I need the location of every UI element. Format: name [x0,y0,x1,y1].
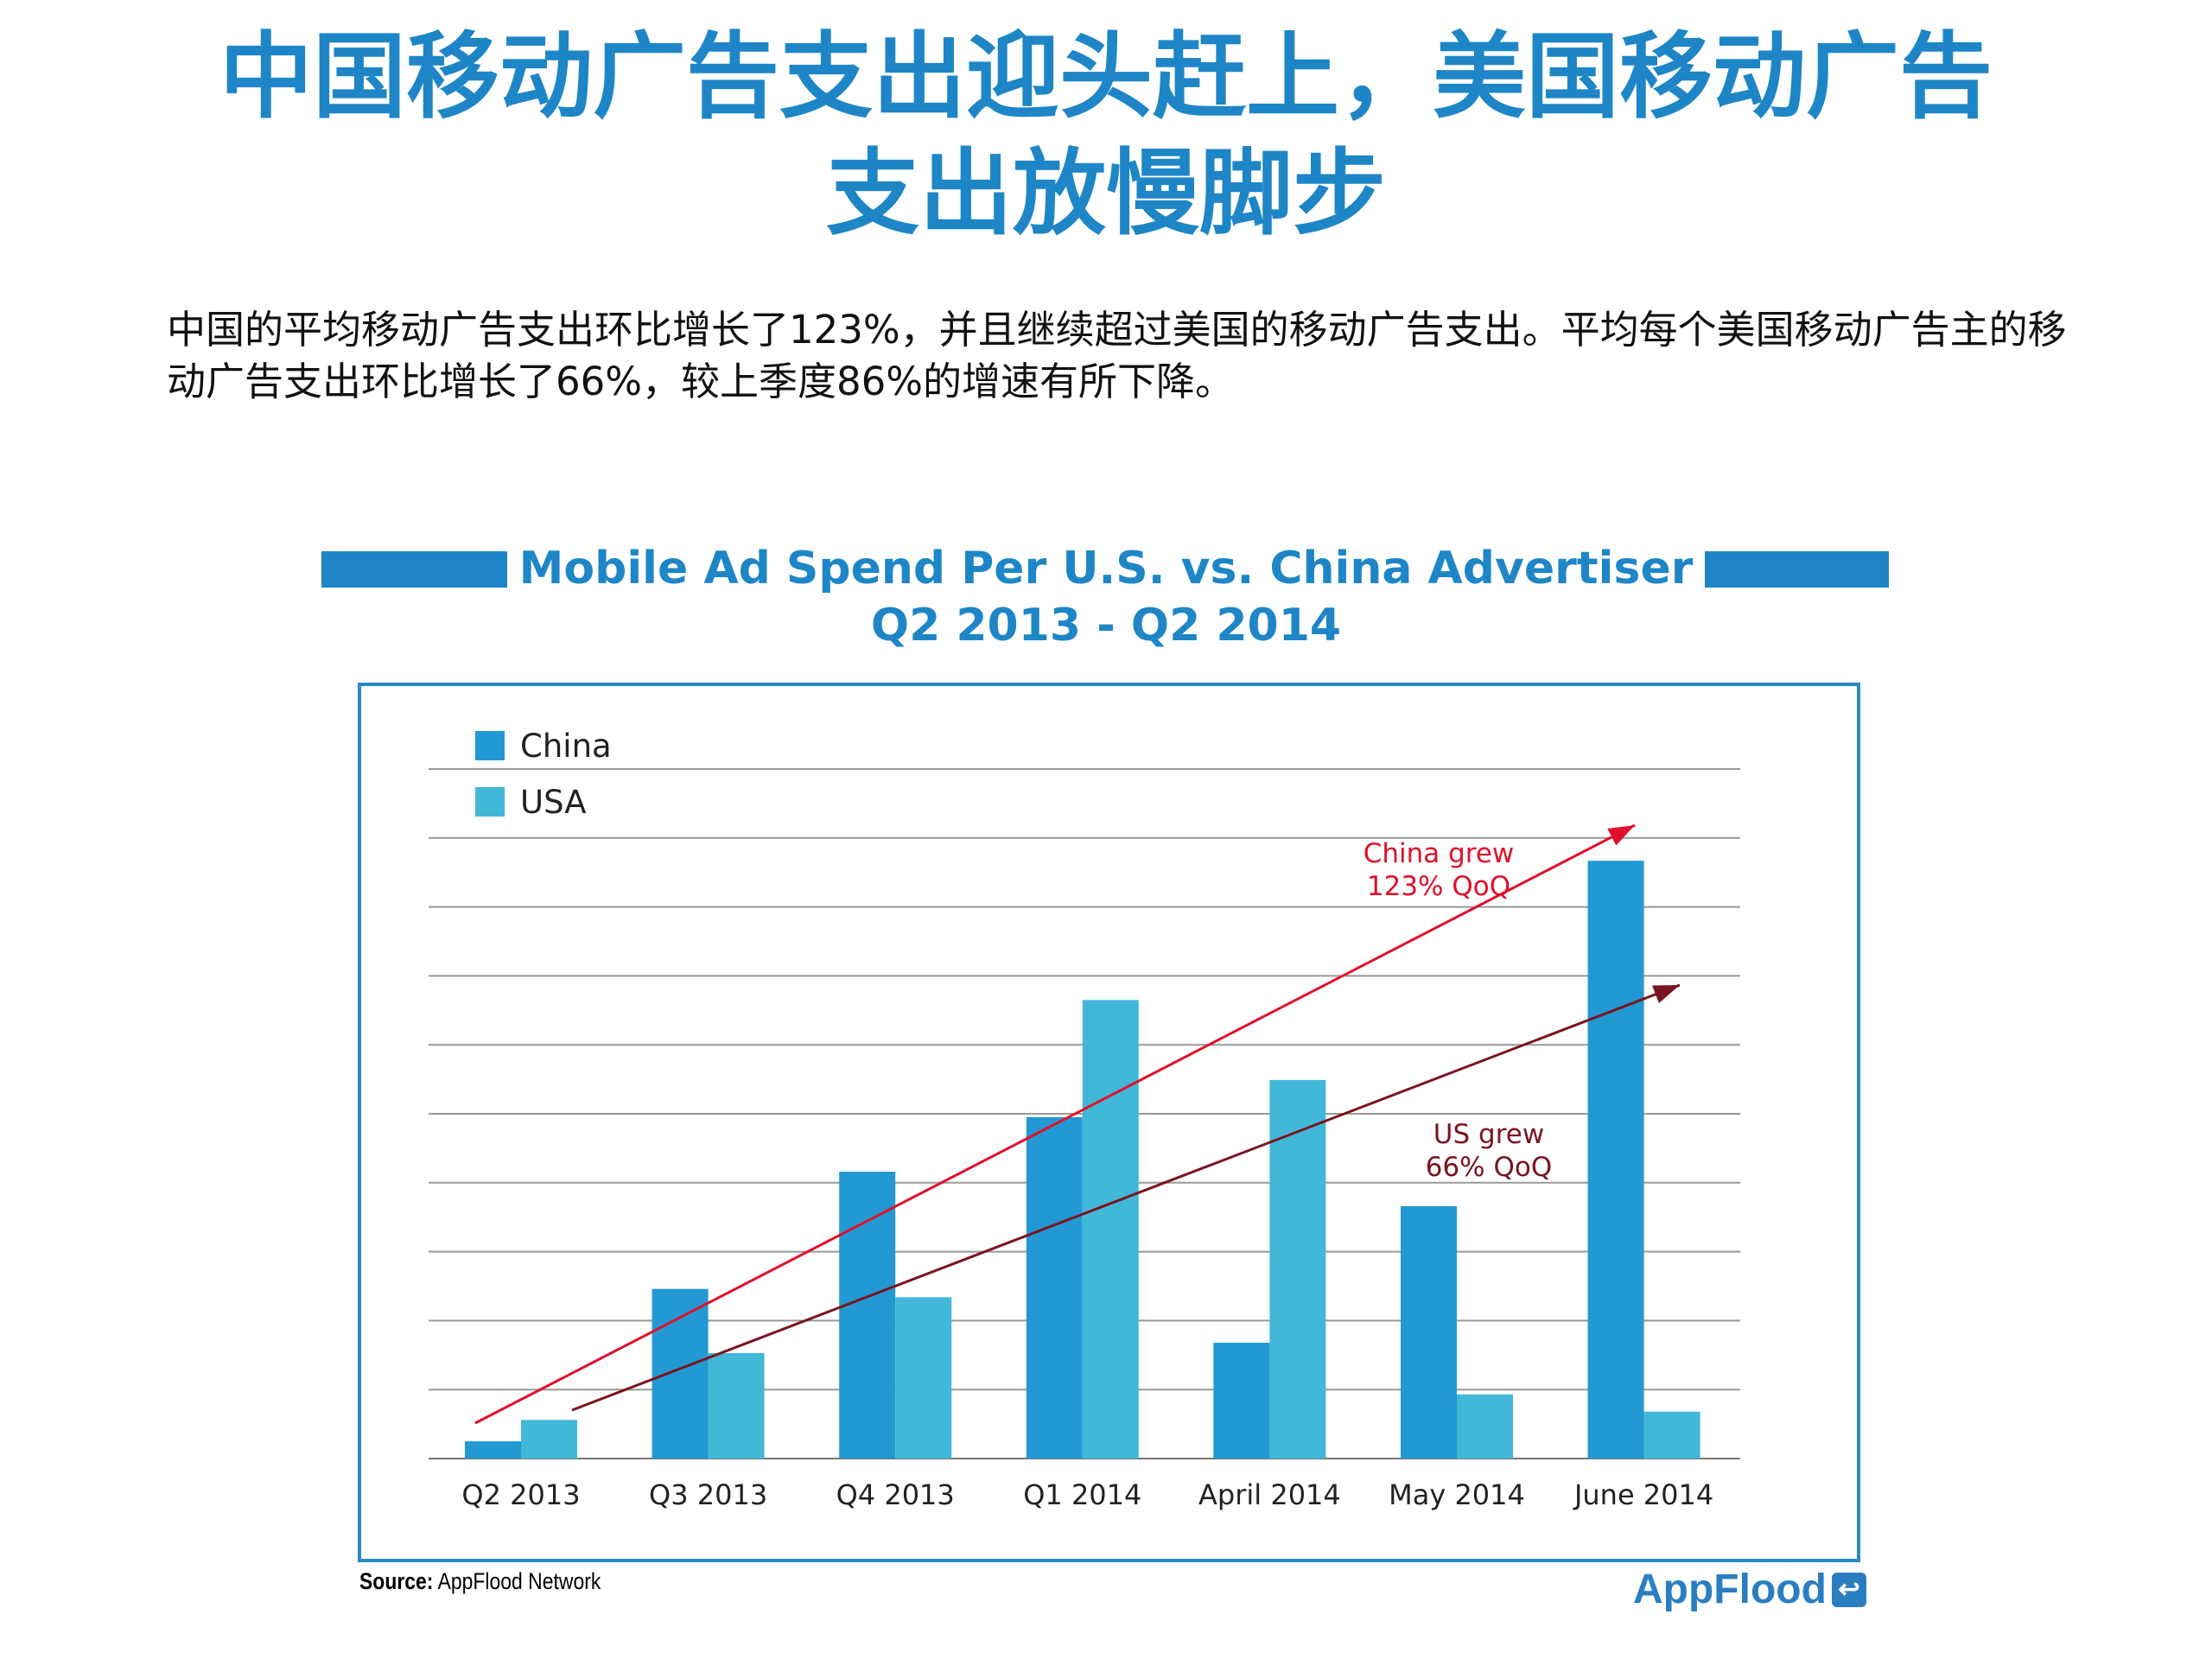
bar-usa [895,1297,952,1459]
source-note: Source: AppFlood Network [359,1568,601,1595]
bar-usa [1269,1079,1326,1459]
x-tick-label: Q1 2014 [1023,1478,1141,1511]
annotation-line2: 123% QoQ [1367,871,1510,902]
trend-arrow-line [474,823,1636,1425]
bar-china [1401,1205,1457,1459]
bar-usa [1082,1000,1139,1459]
source-label: Source: [359,1568,434,1594]
bar-usa [1643,1411,1700,1459]
x-tick-label: June 2014 [1573,1478,1713,1511]
bar-china [1213,1342,1270,1459]
bar-usa [708,1352,765,1459]
summary-paragraph: 中国的平均移动广告支出环比增长了123%，并且继续超过美国的移动广告支出。平均每… [167,307,2067,404]
title-line-1: 中国移动广告支出迎头赶上，美国移动广告 [219,23,1993,131]
annotation-line1: US grew [1433,1119,1544,1150]
legend-label-usa: USA [520,784,587,821]
x-tick-label: Q4 2013 [836,1478,955,1511]
chart-title: Mobile Ad Spend Per U.S. vs. China Adver… [506,543,1706,594]
annotation-line2: 66% QoQ [1426,1152,1553,1183]
x-tick-label: April 2014 [1198,1478,1341,1511]
bar-china [465,1441,521,1459]
x-tick-label: Q3 2013 [649,1478,767,1511]
trend-arrow-line [571,983,1681,1412]
legend-label-china: China [520,728,612,765]
source-value: AppFlood Network [437,1568,601,1594]
chart-title-block: Mobile Ad Spend Per U.S. vs. China Adver… [0,540,2212,654]
arrow-head-icon [1652,985,1680,1004]
legend-swatch-usa [475,787,505,817]
annotation-line1: China grew [1363,838,1515,869]
bar-usa [1457,1394,1513,1459]
legend-swatch-china [475,731,505,760]
page-title: 中国移动广告支出迎头赶上，美国移动广告 支出放慢脚步 [0,19,2212,252]
logo-icon: ↩ [1831,1572,1866,1607]
chart-frame [358,683,1860,1562]
bar-china [652,1288,709,1459]
bar-usa [521,1420,577,1459]
title-decoration-left [321,551,537,588]
arrow-head-icon [1607,825,1635,846]
bar-china [1026,1116,1083,1459]
title-line-2: 支出放慢脚步 [825,140,1386,248]
bar-china [1587,861,1644,1459]
x-tick-label: Q2 2013 [461,1478,580,1511]
logo-text: AppFlood [1633,1567,1827,1612]
bar-china [839,1172,896,1459]
x-tick-label: May 2014 [1389,1478,1525,1511]
appflood-logo: AppFlood ↩ [1633,1566,1866,1613]
title-decoration-right [1673,551,1889,588]
chart-subtitle: Q2 2013 - Q2 2014 [870,600,1342,652]
